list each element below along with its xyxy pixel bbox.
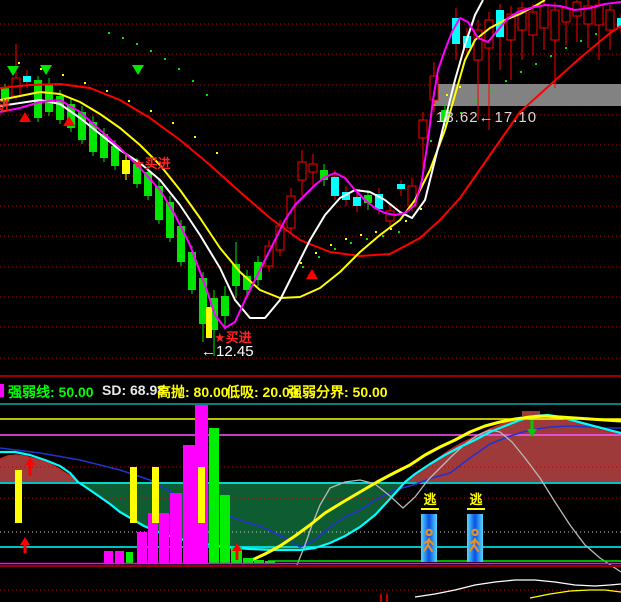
- indicator-value-divider: 强弱分界: 50.00: [288, 384, 388, 400]
- indicator-value-sd: SD: 68.98: [102, 382, 166, 398]
- buy-signal-label-2: ★买进: [214, 330, 252, 345]
- buy-signal-label-1: ★买进: [133, 156, 171, 171]
- gap-price-label: 18.62←17.10: [436, 109, 538, 126]
- indicator-value-buy-low: 低吸: 20.00: [226, 384, 298, 400]
- clipped-buy-label: 买进: [0, 98, 11, 113]
- header-marker-icon: [0, 384, 4, 397]
- escape-signal-label-2: 逃: [467, 493, 485, 510]
- indicator-header: 强弱线: 50.00 SD: 68.98 高抛: 80.00 低吸: 20.00…: [0, 378, 621, 404]
- escape-signal-label-1: 逃: [421, 493, 439, 510]
- indicator-value-sell-high: 高抛: 80.00: [157, 384, 229, 400]
- indicator-value-strength-line: 强弱线: 50.00: [8, 384, 94, 400]
- low-price-label: ←12.45: [201, 343, 254, 360]
